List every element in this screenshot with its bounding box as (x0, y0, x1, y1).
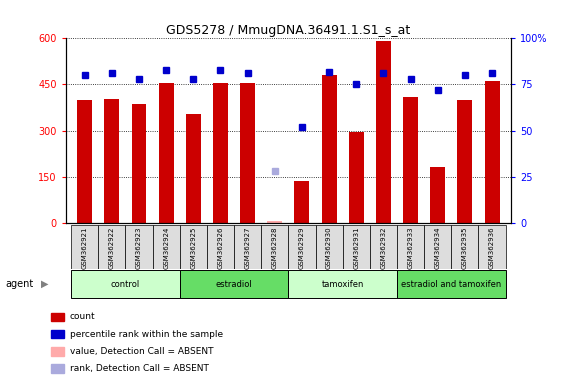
Text: rank, Detection Call = ABSENT: rank, Detection Call = ABSENT (70, 364, 208, 373)
Bar (261, 225, 288, 269)
Text: ▶: ▶ (41, 279, 49, 289)
Bar (397, 225, 424, 269)
Bar (478, 225, 505, 269)
Bar (457, 100, 472, 223)
Text: GSM362929: GSM362929 (299, 227, 305, 269)
Text: GSM362923: GSM362923 (136, 227, 142, 269)
Text: control: control (111, 280, 140, 289)
Bar (159, 83, 174, 223)
Text: estradiol and tamoxifen: estradiol and tamoxifen (401, 280, 501, 289)
Bar (376, 41, 391, 223)
Text: GSM362935: GSM362935 (462, 227, 468, 269)
Bar (431, 167, 445, 223)
Text: GSM362921: GSM362921 (82, 227, 88, 269)
Text: GSM362928: GSM362928 (272, 227, 278, 269)
Text: value, Detection Call = ABSENT: value, Detection Call = ABSENT (70, 347, 213, 356)
Text: count: count (70, 312, 95, 321)
Bar (126, 225, 152, 269)
Text: GSM362934: GSM362934 (435, 227, 441, 269)
Bar (321, 75, 336, 223)
Text: estradiol: estradiol (216, 280, 252, 289)
Title: GDS5278 / MmugDNA.36491.1.S1_s_at: GDS5278 / MmugDNA.36491.1.S1_s_at (166, 24, 411, 37)
Bar (424, 225, 451, 269)
Text: GSM362930: GSM362930 (326, 227, 332, 270)
Text: GSM362927: GSM362927 (244, 227, 251, 269)
Text: GSM362931: GSM362931 (353, 227, 359, 270)
Bar (71, 225, 98, 269)
Bar (451, 225, 478, 269)
Text: GSM362926: GSM362926 (218, 227, 223, 269)
Bar (370, 225, 397, 269)
Text: GSM362922: GSM362922 (109, 227, 115, 269)
Bar (485, 81, 500, 223)
Bar (131, 104, 146, 223)
Bar (104, 99, 119, 223)
Text: percentile rank within the sample: percentile rank within the sample (70, 329, 223, 339)
Text: GSM362924: GSM362924 (163, 227, 169, 269)
Bar (316, 225, 343, 269)
Bar (234, 225, 261, 269)
Bar (152, 225, 180, 269)
Bar (288, 225, 316, 269)
Bar (349, 132, 364, 223)
Text: GSM362932: GSM362932 (380, 227, 387, 269)
Bar (240, 83, 255, 223)
Bar (180, 270, 288, 298)
Text: agent: agent (6, 279, 34, 289)
Bar (213, 83, 228, 223)
Bar (295, 181, 309, 223)
Bar (77, 100, 92, 223)
Bar (71, 270, 180, 298)
Bar (403, 97, 418, 223)
Bar (207, 225, 234, 269)
Bar (343, 225, 370, 269)
Text: GSM362936: GSM362936 (489, 227, 495, 270)
Bar (98, 225, 126, 269)
Bar (186, 114, 201, 223)
Bar (288, 270, 397, 298)
Bar (397, 270, 505, 298)
Bar (267, 221, 282, 223)
Text: GSM362933: GSM362933 (408, 227, 413, 270)
Bar (180, 225, 207, 269)
Text: GSM362925: GSM362925 (190, 227, 196, 269)
Text: tamoxifen: tamoxifen (321, 280, 364, 289)
